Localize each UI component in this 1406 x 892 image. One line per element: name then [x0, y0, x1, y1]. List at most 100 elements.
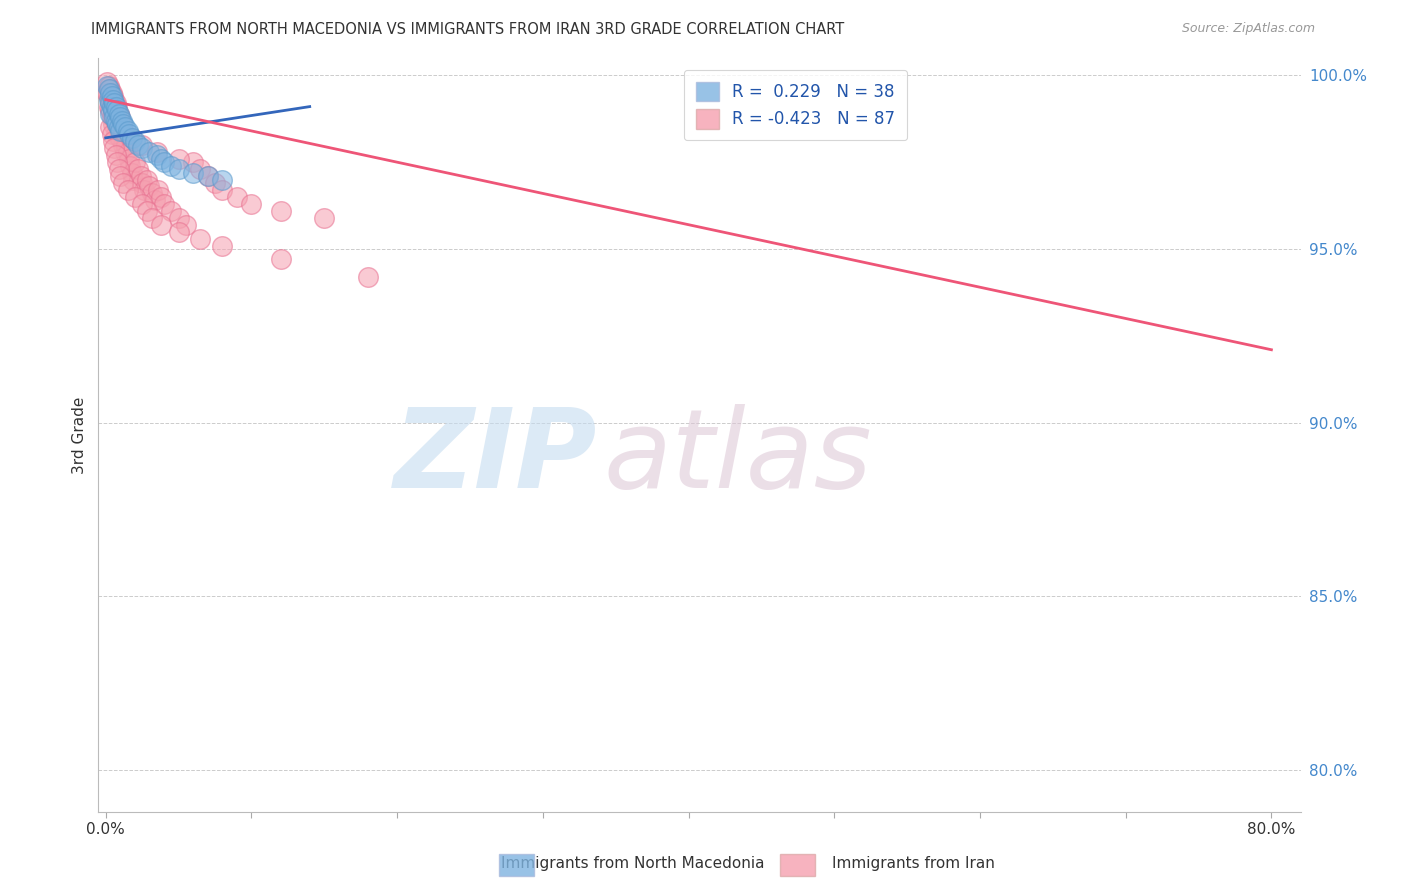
- Point: [131, 137, 153, 152]
- Point: [211, 238, 233, 252]
- Point: [204, 176, 226, 190]
- Point: [108, 162, 131, 177]
- Point: [141, 211, 163, 225]
- Point: [101, 93, 124, 107]
- Point: [131, 176, 153, 190]
- Point: [105, 100, 128, 114]
- Point: [98, 82, 121, 96]
- Point: [167, 152, 190, 166]
- Point: [108, 106, 131, 120]
- Point: [104, 148, 127, 162]
- Text: atlas: atlas: [603, 404, 872, 511]
- Text: Immigrants from North Macedonia: Immigrants from North Macedonia: [501, 856, 765, 871]
- Point: [112, 176, 135, 190]
- Point: [120, 159, 142, 173]
- Point: [150, 190, 173, 204]
- Point: [98, 86, 121, 100]
- Point: [100, 100, 122, 114]
- Point: [103, 96, 125, 111]
- Point: [104, 96, 127, 111]
- Point: [124, 155, 146, 169]
- Point: [190, 162, 212, 177]
- Legend: R =  0.229   N = 38, R = -0.423   N = 87: R = 0.229 N = 38, R = -0.423 N = 87: [685, 70, 907, 140]
- Point: [96, 78, 118, 93]
- Text: ZIP: ZIP: [394, 404, 598, 511]
- Point: [122, 172, 145, 186]
- Y-axis label: 3rd Grade: 3rd Grade: [72, 396, 87, 474]
- Point: [145, 148, 167, 162]
- Point: [141, 186, 163, 201]
- Point: [160, 159, 183, 173]
- Point: [97, 82, 120, 96]
- Point: [138, 145, 160, 159]
- Point: [270, 203, 292, 218]
- Point: [104, 100, 127, 114]
- Point: [121, 131, 143, 145]
- Point: [110, 124, 132, 138]
- Point: [111, 117, 134, 131]
- Point: [117, 145, 139, 159]
- Point: [101, 103, 124, 117]
- Point: [181, 166, 204, 180]
- Point: [153, 155, 176, 169]
- Point: [97, 93, 120, 107]
- Point: [110, 110, 132, 124]
- Point: [135, 172, 157, 186]
- Point: [96, 86, 118, 100]
- Point: [132, 183, 155, 197]
- Point: [114, 145, 136, 159]
- Point: [124, 134, 146, 148]
- Point: [160, 203, 183, 218]
- Point: [117, 124, 139, 138]
- Point: [121, 131, 143, 145]
- Point: [105, 117, 128, 131]
- Point: [124, 190, 146, 204]
- Point: [167, 225, 190, 239]
- Point: [118, 128, 141, 142]
- Point: [101, 117, 124, 131]
- Point: [97, 100, 120, 114]
- Point: [110, 131, 132, 145]
- Point: [100, 96, 122, 111]
- Text: Source: ZipAtlas.com: Source: ZipAtlas.com: [1181, 22, 1315, 36]
- Point: [112, 137, 135, 152]
- Point: [153, 197, 176, 211]
- Point: [97, 89, 120, 103]
- Point: [112, 117, 135, 131]
- Point: [115, 137, 138, 152]
- Point: [111, 113, 134, 128]
- Point: [150, 152, 173, 166]
- Point: [129, 169, 152, 183]
- Point: [108, 120, 131, 135]
- Point: [117, 183, 139, 197]
- Point: [108, 106, 131, 120]
- Point: [104, 113, 127, 128]
- Point: [197, 169, 219, 183]
- Point: [112, 124, 135, 138]
- Text: IMMIGRANTS FROM NORTH MACEDONIA VS IMMIGRANTS FROM IRAN 3RD GRADE CORRELATION CH: IMMIGRANTS FROM NORTH MACEDONIA VS IMMIG…: [91, 22, 845, 37]
- Point: [103, 110, 125, 124]
- Point: [150, 218, 173, 232]
- Point: [135, 203, 157, 218]
- Point: [127, 162, 149, 177]
- Point: [98, 106, 121, 120]
- Point: [96, 75, 118, 89]
- Point: [357, 269, 380, 284]
- Point: [98, 120, 121, 135]
- Point: [103, 110, 125, 124]
- Point: [174, 218, 197, 232]
- Point: [103, 141, 125, 155]
- Point: [98, 96, 121, 111]
- Point: [240, 197, 263, 211]
- Point: [98, 93, 121, 107]
- Point: [225, 190, 247, 204]
- Point: [98, 103, 121, 117]
- Point: [127, 137, 149, 152]
- Point: [100, 86, 122, 100]
- Point: [97, 78, 120, 93]
- Point: [167, 211, 190, 225]
- Point: [101, 110, 124, 124]
- Point: [190, 231, 212, 245]
- Point: [110, 169, 132, 183]
- Point: [100, 128, 122, 142]
